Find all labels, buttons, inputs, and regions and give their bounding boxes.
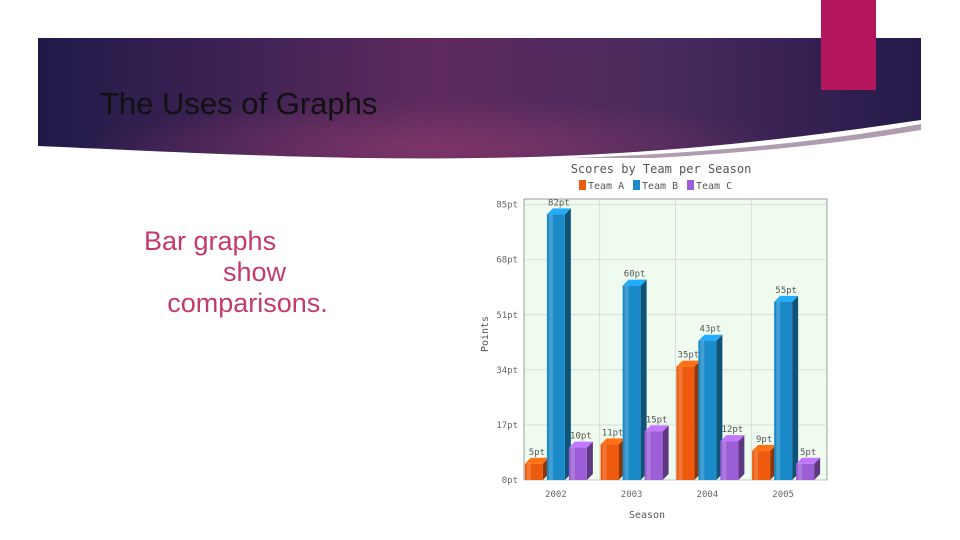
bar-front bbox=[622, 285, 641, 480]
bar-front bbox=[568, 447, 587, 480]
bar-value-label: 55pt bbox=[775, 286, 797, 296]
bar-value-label: 60pt bbox=[624, 270, 646, 280]
bar-highlight bbox=[646, 431, 651, 480]
bar-front bbox=[546, 214, 565, 480]
bar-team-a-2004: 35pt bbox=[676, 351, 701, 480]
bar-highlight bbox=[754, 450, 759, 480]
bar-top bbox=[568, 441, 593, 448]
x-axis-label: Season bbox=[629, 510, 665, 520]
y-tick-label: 0pt bbox=[502, 476, 518, 486]
y-tick-label: 85pt bbox=[496, 201, 518, 211]
legend-swatch bbox=[579, 180, 586, 190]
legend-swatch bbox=[633, 180, 640, 190]
legend-swatch bbox=[687, 180, 694, 190]
bar-highlight bbox=[776, 301, 781, 480]
bar-top bbox=[698, 334, 723, 341]
bar-front bbox=[774, 301, 793, 480]
bar-value-label: 82pt bbox=[548, 198, 570, 208]
bar-value-label: 5pt bbox=[529, 448, 545, 458]
x-axis-ticks: 2002 2003 2004 2005 bbox=[545, 490, 794, 500]
bar-highlight bbox=[548, 214, 553, 480]
y-axis-label: Points bbox=[480, 316, 491, 352]
x-tick-label: 2002 bbox=[545, 490, 567, 500]
bar-front bbox=[644, 431, 663, 480]
bar-value-label: 43pt bbox=[700, 325, 722, 335]
bar-front bbox=[600, 444, 619, 480]
bar-top bbox=[622, 279, 647, 286]
bar-top bbox=[752, 444, 777, 451]
bar-highlight bbox=[624, 285, 629, 480]
bar-highlight bbox=[722, 441, 727, 480]
bar-front bbox=[698, 340, 717, 480]
bar-team-b-2003: 60pt bbox=[622, 270, 647, 480]
bar-front bbox=[524, 463, 543, 480]
bar-front bbox=[676, 366, 695, 480]
bar-top bbox=[676, 360, 701, 367]
bar-highlight bbox=[526, 463, 531, 480]
bar-highlight bbox=[700, 340, 705, 480]
bullet-line-3: comparisons. bbox=[167, 288, 328, 318]
y-tick-label: 51pt bbox=[496, 311, 518, 321]
bar-value-label: 10pt bbox=[570, 432, 592, 442]
bar-value-label: 9pt bbox=[756, 435, 772, 445]
bar-front bbox=[752, 450, 771, 480]
bar-team-a-2003: 11pt bbox=[600, 428, 625, 480]
bar-top bbox=[720, 435, 745, 442]
legend-label: Team A bbox=[588, 181, 624, 192]
bar-side bbox=[564, 208, 571, 480]
bar-value-label: 15pt bbox=[646, 415, 668, 425]
bar-side bbox=[640, 279, 647, 480]
bar-top bbox=[600, 438, 625, 445]
x-tick-label: 2003 bbox=[621, 490, 643, 500]
bar-highlight bbox=[570, 447, 575, 480]
bullet-line-2: show bbox=[222, 257, 287, 287]
bar-top bbox=[546, 208, 571, 215]
bar-chart: Scores by Team per Season Team A Team B Te… bbox=[477, 158, 829, 520]
bar-team-c-2004: 12pt bbox=[720, 425, 745, 480]
x-tick-label: 2004 bbox=[697, 490, 719, 500]
y-tick-label: 34pt bbox=[496, 366, 518, 376]
bar-team-c-2005: 5pt bbox=[796, 448, 821, 480]
bar-team-b-2002: 82pt bbox=[546, 198, 571, 480]
bar-value-label: 35pt bbox=[678, 351, 700, 361]
bar-team-b-2004: 43pt bbox=[698, 325, 723, 480]
bars: 5pt 82pt 10pt 11pt 60pt 15pt 35pt 43pt 12pt 9pt 55… bbox=[524, 198, 821, 480]
chart-legend: Team A Team B Team C bbox=[579, 180, 732, 192]
bar-side bbox=[738, 435, 745, 480]
bullet-line-1: Bar graphs bbox=[144, 226, 277, 256]
bullet-text: Bar graphs show comparisons. bbox=[140, 226, 355, 319]
bar-side bbox=[586, 441, 593, 480]
legend-label: Team B bbox=[642, 181, 678, 192]
bar-top bbox=[796, 457, 821, 464]
y-tick-label: 68pt bbox=[496, 256, 518, 266]
bar-front bbox=[796, 463, 815, 480]
legend-label: Team C bbox=[696, 181, 732, 192]
chart-title: Scores by Team per Season bbox=[571, 162, 752, 176]
bar-highlight bbox=[678, 366, 683, 480]
bar-value-label: 11pt bbox=[602, 428, 624, 438]
title-banner bbox=[38, 38, 921, 163]
bar-team-a-2005: 9pt bbox=[752, 435, 777, 480]
bar-side bbox=[814, 457, 821, 480]
accent-bar bbox=[821, 0, 876, 90]
bar-team-c-2002: 10pt bbox=[568, 432, 593, 480]
bar-team-b-2005: 55pt bbox=[774, 286, 799, 480]
bar-top bbox=[524, 457, 549, 464]
bar-front bbox=[720, 441, 739, 480]
bar-team-c-2003: 15pt bbox=[644, 415, 669, 480]
bar-value-label: 12pt bbox=[722, 425, 744, 435]
bar-side bbox=[662, 425, 669, 480]
x-tick-label: 2005 bbox=[772, 490, 794, 500]
bar-side bbox=[792, 295, 799, 480]
y-tick-label: 17pt bbox=[496, 421, 518, 431]
bar-top bbox=[644, 425, 669, 432]
bar-highlight bbox=[798, 463, 803, 480]
bar-value-label: 5pt bbox=[800, 448, 816, 458]
slide-title: The Uses of Graphs bbox=[100, 86, 378, 121]
y-axis-ticks: 0pt 17pt 34pt 51pt 68pt 85pt bbox=[496, 201, 518, 486]
bar-highlight bbox=[602, 444, 607, 480]
bar-top bbox=[774, 295, 799, 302]
